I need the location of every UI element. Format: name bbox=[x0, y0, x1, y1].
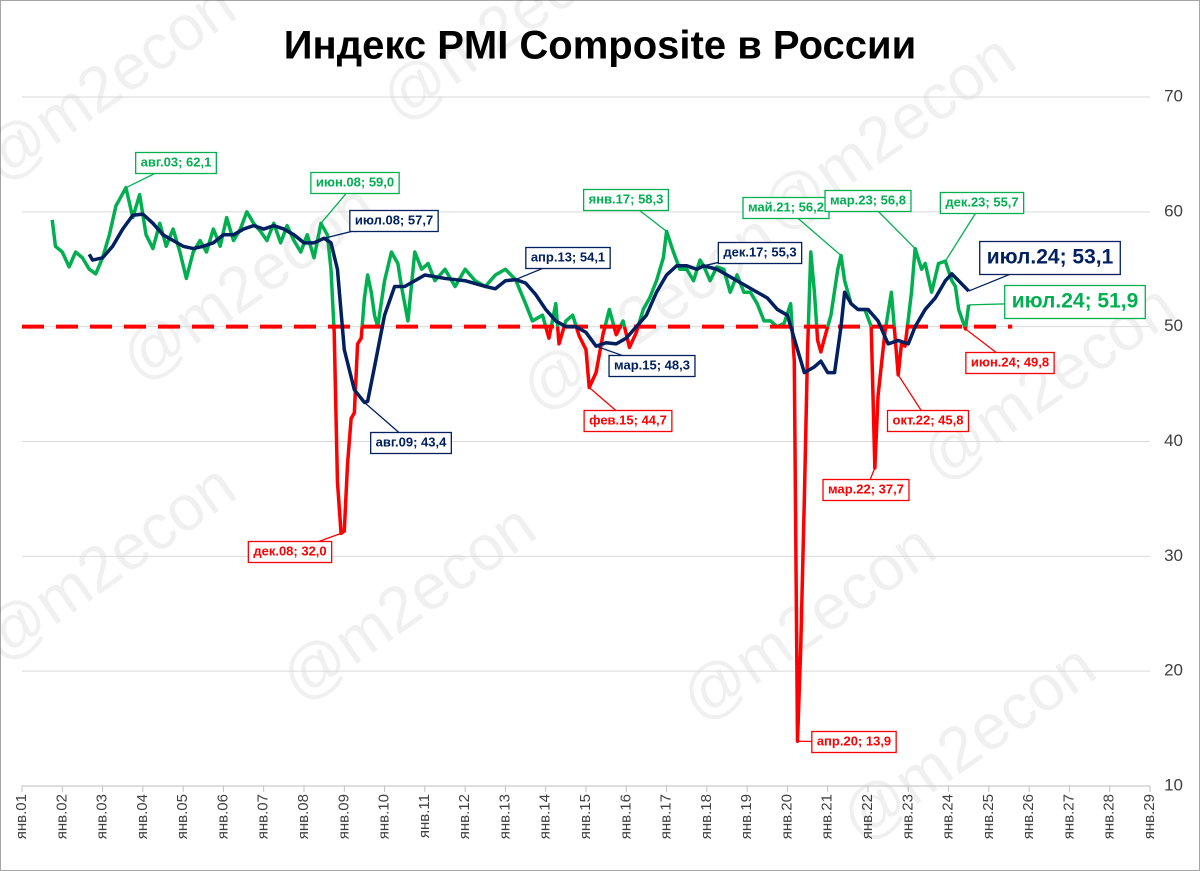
annotation-box bbox=[824, 189, 912, 213]
x-tick-label: янв.18 bbox=[698, 794, 715, 839]
annotation-box bbox=[811, 730, 897, 754]
annotation-box bbox=[583, 409, 673, 433]
annotation-label: янв.17; 58,3 bbox=[589, 191, 664, 206]
annotation-box bbox=[979, 240, 1121, 276]
annotation-label: июл.08; 57,7 bbox=[355, 212, 433, 227]
x-tick-label: янв.12 bbox=[456, 794, 473, 839]
y-tick-label: 40 bbox=[1164, 431, 1183, 450]
annotation-label: авг.09; 43,4 bbox=[376, 434, 447, 449]
x-tick-label: янв.08 bbox=[295, 794, 312, 839]
annotation-label: дек.17; 55,3 bbox=[723, 244, 796, 259]
annotation-box bbox=[965, 351, 1055, 375]
y-tick-label: 30 bbox=[1164, 546, 1183, 565]
x-tick-label: янв.24 bbox=[940, 794, 957, 839]
y-tick-label: 10 bbox=[1164, 775, 1183, 794]
annotation-label: июл.24; 53,1 bbox=[987, 246, 1114, 269]
x-tick-label: янв.26 bbox=[1020, 794, 1037, 839]
annotations: авг.03; 62,1 июн.08; 59,0 июл.08; 57,7 авг.… bbox=[125, 151, 1146, 754]
annotation-box bbox=[582, 188, 670, 212]
x-tick-label: янв.10 bbox=[376, 794, 393, 839]
line bbox=[87, 212, 970, 405]
x-tick-label: янв.28 bbox=[1101, 794, 1118, 839]
x-tick-label: янв.05 bbox=[174, 794, 191, 839]
y-tick-label: 70 bbox=[1164, 86, 1183, 105]
annotation-box bbox=[349, 209, 439, 233]
x-tick-label: янв.19 bbox=[738, 794, 755, 839]
x-tick-label: янв.20 bbox=[778, 794, 795, 839]
annotation-label: июл.24; 51,9 bbox=[1012, 290, 1139, 313]
x-tick-label: янв.22 bbox=[859, 794, 876, 839]
x-tick-label: янв.27 bbox=[1060, 794, 1077, 839]
annotation-label: дек.23; 55,7 bbox=[945, 194, 1018, 209]
annotation-box bbox=[717, 241, 803, 265]
annotation-label: мар.23; 56,8 bbox=[830, 192, 906, 207]
annotation-label: авг.03; 62,1 bbox=[141, 154, 212, 169]
annotation-label: июн.24; 49,8 bbox=[971, 354, 1049, 369]
annotation-label: окт.22; 45,8 bbox=[893, 412, 964, 427]
x-tick-label: янв.07 bbox=[255, 794, 272, 839]
x-tick-label: янв.02 bbox=[53, 794, 70, 839]
annotation-box bbox=[247, 540, 333, 564]
annotation-box bbox=[1004, 284, 1146, 320]
x-tick-label: янв.03 bbox=[94, 794, 111, 839]
x-tick-label: янв.29 bbox=[1141, 794, 1158, 839]
y-tick-label: 50 bbox=[1164, 316, 1183, 335]
annotation-box bbox=[822, 478, 910, 502]
chart-title: Индекс PMI Composite в России bbox=[284, 24, 916, 68]
x-tick-label: янв.14 bbox=[537, 794, 554, 839]
x-tick-label: янв.16 bbox=[617, 794, 634, 839]
plot bbox=[22, 185, 1013, 743]
annotation-label: мар.15; 48,3 bbox=[614, 357, 690, 372]
annotation-label: фев.15; 44,7 bbox=[589, 412, 667, 427]
x-tick-label: янв.21 bbox=[819, 794, 836, 839]
y-tick-label: 20 bbox=[1164, 661, 1183, 680]
annotation-box bbox=[608, 354, 696, 378]
annotation-label: апр.20; 13,9 bbox=[817, 733, 891, 748]
annotation-box bbox=[310, 171, 400, 195]
annotation-box bbox=[525, 246, 611, 270]
annotation-label: май.21; 56,2 bbox=[748, 199, 824, 214]
x-tick-label: янв.01 bbox=[13, 794, 30, 839]
annotation-label: июн.08; 59,0 bbox=[316, 174, 394, 189]
x-tick-label: янв.15 bbox=[577, 794, 594, 839]
y-tick-label: 60 bbox=[1164, 201, 1183, 220]
grid: 10 20 30 40 50 60 70 янв.01 янв.02 янв.03 янв.04 ян… bbox=[13, 86, 1183, 839]
x-tick-label: янв.23 bbox=[899, 794, 916, 839]
annotation-box bbox=[135, 151, 217, 175]
annotation-box bbox=[939, 191, 1025, 215]
x-tick-label: янв.17 bbox=[658, 794, 675, 839]
x-tick-label: янв.13 bbox=[496, 794, 513, 839]
annotation-box bbox=[370, 431, 452, 455]
x-tick-label: янв.25 bbox=[980, 794, 997, 839]
annotation-label: дек.08; 32,0 bbox=[253, 543, 326, 558]
x-tick-label: янв.06 bbox=[214, 794, 231, 839]
annotation-box bbox=[886, 409, 970, 433]
x-tick-label: янв.04 bbox=[134, 794, 151, 839]
x-tick-label: янв.11 bbox=[416, 794, 433, 838]
annotation-label: апр.13; 54,1 bbox=[531, 249, 605, 264]
x-tick-label: янв.09 bbox=[335, 794, 352, 839]
annotation-label: мар.22; 37,7 bbox=[828, 481, 904, 496]
